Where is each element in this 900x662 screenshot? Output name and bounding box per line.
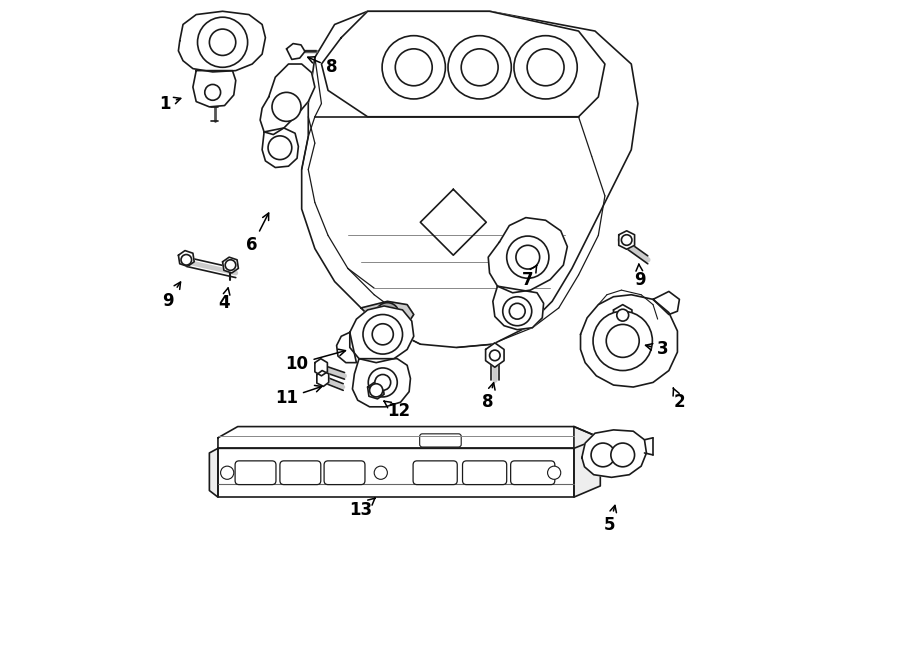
FancyBboxPatch shape (280, 461, 320, 485)
Polygon shape (353, 359, 410, 407)
Polygon shape (581, 430, 646, 477)
Polygon shape (317, 371, 328, 387)
Circle shape (395, 49, 432, 86)
Text: 8: 8 (482, 383, 495, 411)
Circle shape (363, 314, 402, 354)
Polygon shape (350, 306, 414, 363)
Circle shape (591, 443, 615, 467)
Polygon shape (315, 359, 328, 376)
Text: 7: 7 (522, 265, 537, 289)
FancyBboxPatch shape (510, 461, 554, 485)
Text: 13: 13 (349, 498, 375, 519)
Polygon shape (178, 251, 194, 266)
Circle shape (490, 350, 500, 361)
Text: 8: 8 (308, 57, 338, 76)
Circle shape (503, 297, 532, 326)
Polygon shape (337, 332, 356, 363)
Text: 4: 4 (219, 288, 230, 312)
Circle shape (205, 85, 220, 100)
Polygon shape (302, 11, 638, 348)
Polygon shape (210, 448, 218, 497)
Circle shape (507, 236, 549, 278)
Circle shape (181, 254, 192, 265)
Circle shape (382, 36, 446, 99)
Polygon shape (367, 383, 384, 399)
Circle shape (197, 17, 248, 68)
Polygon shape (178, 11, 266, 72)
Circle shape (370, 384, 382, 397)
FancyBboxPatch shape (463, 461, 507, 485)
Text: 9: 9 (162, 282, 181, 310)
Polygon shape (653, 291, 680, 314)
Polygon shape (193, 71, 236, 107)
FancyBboxPatch shape (235, 461, 276, 485)
FancyBboxPatch shape (419, 434, 461, 447)
Text: 5: 5 (604, 505, 617, 534)
Polygon shape (574, 426, 600, 497)
Polygon shape (218, 426, 600, 448)
Circle shape (210, 29, 236, 56)
Text: 3: 3 (645, 340, 668, 358)
Polygon shape (218, 448, 574, 497)
Polygon shape (260, 64, 315, 134)
Polygon shape (222, 257, 239, 273)
Circle shape (268, 136, 292, 160)
Circle shape (593, 311, 652, 371)
Circle shape (509, 303, 526, 319)
Text: 1: 1 (159, 95, 181, 113)
Polygon shape (286, 44, 305, 60)
Circle shape (621, 235, 632, 246)
Polygon shape (580, 295, 678, 387)
Circle shape (220, 466, 234, 479)
FancyBboxPatch shape (324, 461, 365, 485)
Circle shape (516, 246, 540, 269)
Circle shape (547, 466, 561, 479)
Text: 2: 2 (673, 388, 685, 411)
Circle shape (448, 36, 511, 99)
Polygon shape (619, 231, 634, 250)
Circle shape (461, 49, 498, 86)
Circle shape (527, 49, 564, 86)
Circle shape (514, 36, 577, 99)
Polygon shape (488, 218, 567, 293)
Polygon shape (420, 189, 486, 255)
Circle shape (611, 443, 634, 467)
Polygon shape (614, 305, 632, 326)
Polygon shape (493, 286, 544, 330)
Circle shape (272, 93, 301, 121)
Circle shape (374, 466, 387, 479)
Text: 6: 6 (247, 213, 269, 254)
FancyBboxPatch shape (413, 461, 457, 485)
Circle shape (607, 324, 639, 357)
Circle shape (616, 309, 628, 321)
Circle shape (225, 260, 236, 270)
Polygon shape (321, 11, 605, 117)
Text: 11: 11 (275, 385, 322, 407)
Circle shape (368, 368, 397, 397)
Text: 10: 10 (285, 349, 346, 373)
Circle shape (375, 303, 400, 326)
Polygon shape (262, 128, 299, 167)
Circle shape (374, 375, 391, 391)
Text: 12: 12 (383, 401, 410, 420)
Text: 9: 9 (634, 264, 645, 289)
Polygon shape (361, 301, 414, 328)
Polygon shape (486, 343, 504, 367)
Circle shape (373, 324, 393, 345)
